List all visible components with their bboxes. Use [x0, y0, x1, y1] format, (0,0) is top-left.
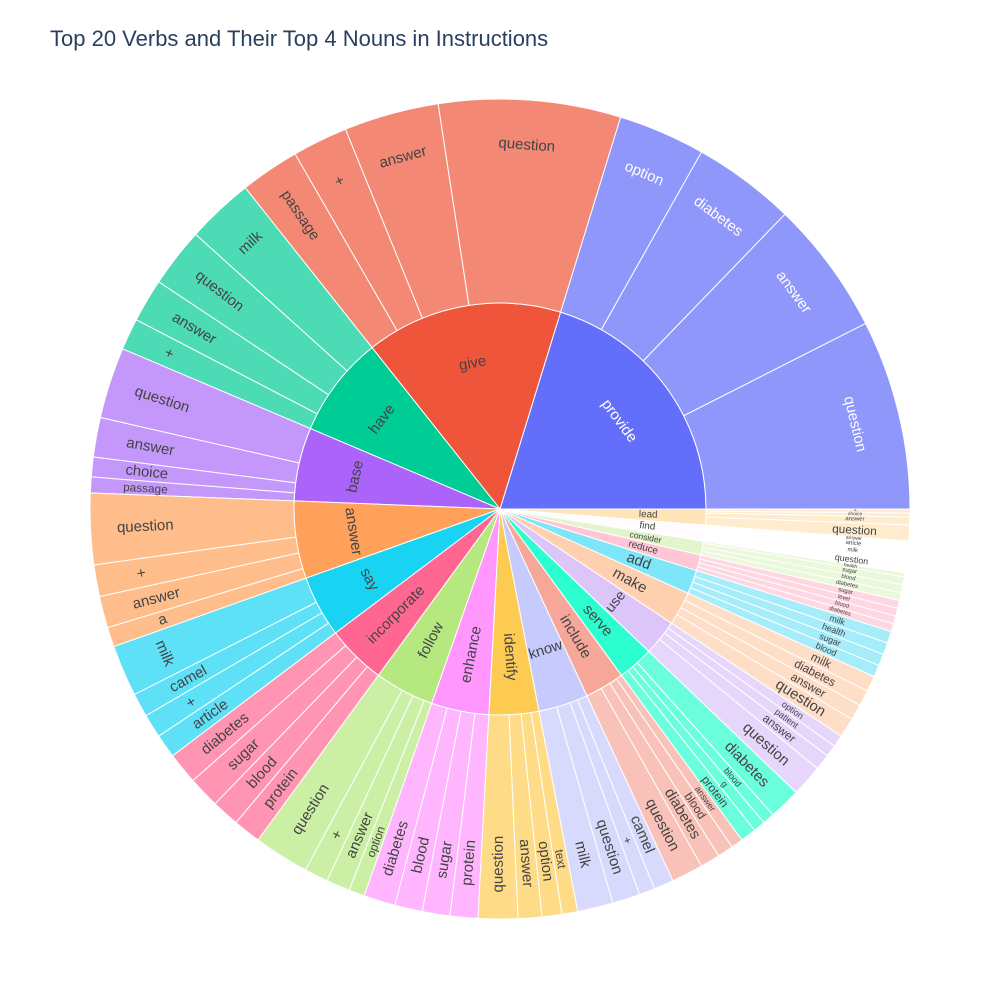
sunburst-rings: provide questionanswerdiabetesoptiongiveq… [89, 98, 911, 920]
chart-title: Top 20 Verbs and Their Top 4 Nouns in In… [50, 26, 549, 51]
noun-segment-lead-plus[interactable] [705, 508, 911, 514]
